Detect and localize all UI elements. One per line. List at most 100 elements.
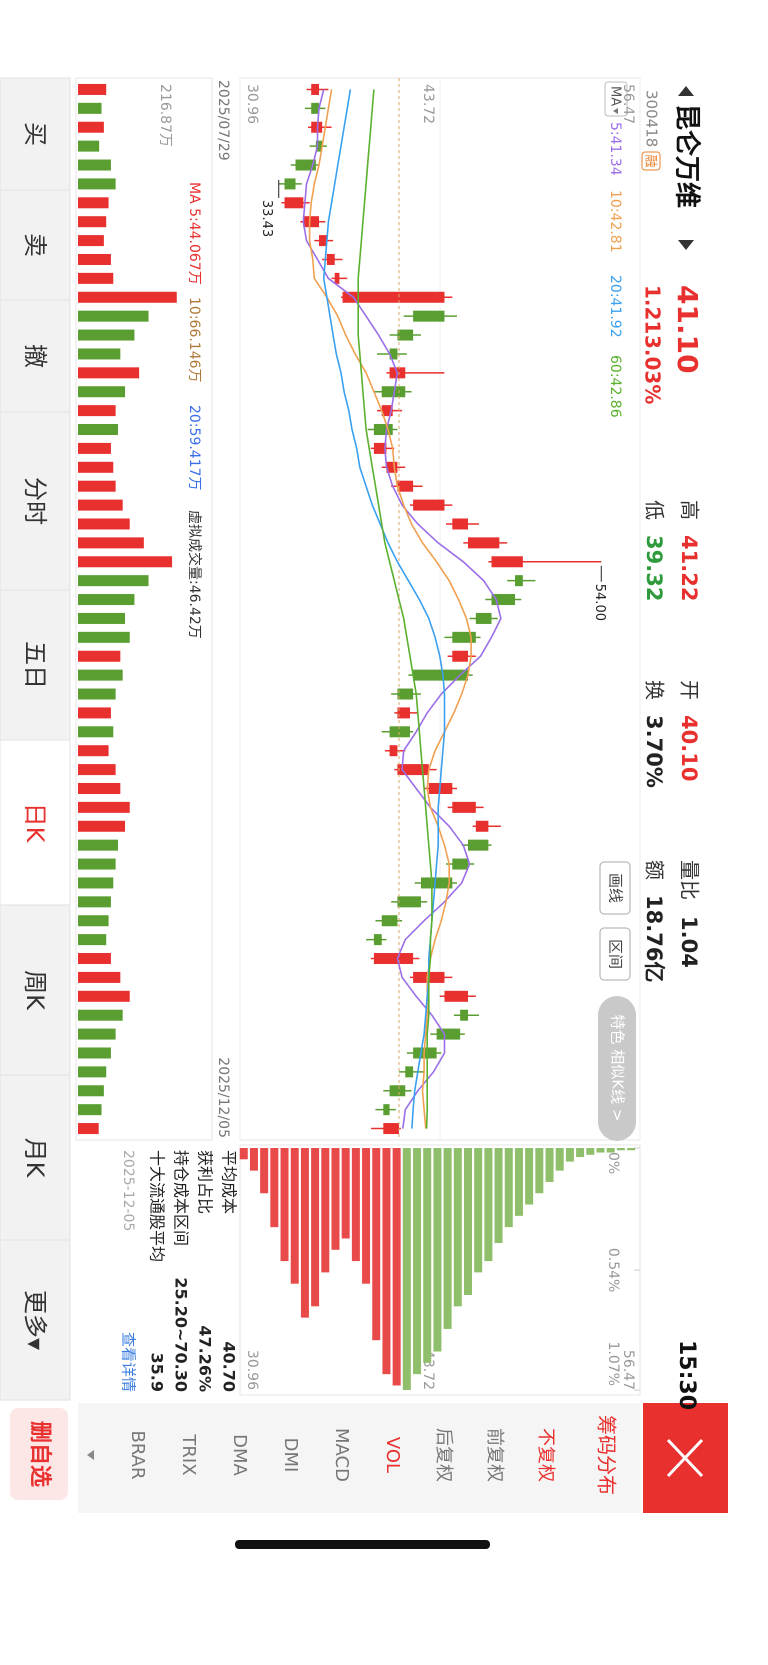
y-tick-label: 43.72 [420,84,436,124]
candle-body [334,272,340,284]
chip-bar [555,1148,564,1171]
volume-bar [78,707,111,719]
candle-body [284,178,296,190]
candle-body [413,499,445,511]
chip-bar [311,1148,320,1307]
volume-bar [78,367,140,379]
close-icon [666,1438,704,1478]
tool-button-label: 区间 [607,939,625,969]
volume-bar [78,1104,102,1116]
menu-item: BRAR [127,1431,148,1480]
y-tick-label: 56.47 [620,84,636,124]
stat-label: 开 [678,680,702,700]
stat-value: 39.32 [642,535,666,601]
candle-body [475,612,492,624]
chip-bar [300,1148,309,1318]
volume-bar [77,934,107,946]
candle-body [460,1009,468,1021]
chip-bar [525,1148,534,1205]
volume-bar [77,197,109,209]
candle-body [515,575,523,587]
candle-body [452,631,476,643]
tab-label: 卖 [21,233,49,257]
volume-bar [78,121,104,133]
price-change-pct: 3.03% [641,335,665,404]
feature-pill[interactable] [598,996,636,1141]
chip-stat-label: 持仓成本区间 [172,1150,191,1246]
menu-panel [78,1403,640,1513]
tool-button[interactable] [599,927,631,981]
chip-bar [413,1148,422,1375]
candle-body [311,102,320,114]
volume-bar [77,1123,99,1135]
volume-bar [78,953,111,965]
volume-bar [78,1085,104,1097]
menu-item: 前复权 [484,1428,505,1482]
tab-label: 五日 [21,641,49,689]
chip-x-tick-label: 0% [605,1152,621,1174]
chip-bar [545,1148,554,1182]
chip-bar [423,1148,432,1363]
chip-detail-link[interactable]: 查看详情 [120,1332,138,1392]
chip-bar [514,1148,523,1216]
candle-body [475,820,489,832]
volume-bar [77,612,126,624]
volume-bar [78,1009,123,1021]
candle-body [420,877,453,889]
candle-body [397,764,429,776]
volume-bar [78,499,123,511]
volume-bar [78,310,149,322]
candle-body [295,159,316,171]
chip-stat-value: 47.26% [196,1325,215,1392]
chip-y-tick-label: 30.96 [244,1350,260,1390]
volume-bar [78,461,114,473]
end-date: 2025/12/05 [215,1057,231,1138]
candle-body [405,1066,414,1078]
volume-bar [78,650,121,662]
next-arrow[interactable] [678,240,694,250]
volume-bar [77,405,116,417]
tool-button[interactable] [599,861,631,915]
chip-bar [260,1148,269,1194]
volume-bar [78,348,121,360]
ma-dropdown-icon [613,108,618,114]
volume-bar [78,877,114,889]
ma-button[interactable] [604,81,628,117]
chip-bar [239,1148,248,1160]
tab-label: 日K [21,803,49,844]
volume-bar [78,159,111,171]
candle-body [444,990,468,1002]
chip-bar [362,1148,371,1284]
volume-bar [78,291,177,303]
volume-bar [77,1028,116,1040]
volume-bar [77,839,118,851]
volume-bar [77,140,100,152]
remove-favorite-button[interactable] [10,1408,68,1500]
candle-body [397,896,421,908]
stat-value: 40.10 [677,715,701,781]
chip-bar [341,1148,350,1239]
volume-ma-label: MA 5:44.067万 [186,182,202,285]
stock-code: 300418 [643,90,661,147]
chip-bar [596,1148,605,1153]
volume-bar [78,235,104,247]
volume-bar [78,253,111,265]
chip-x-tick-label: 0.54% [605,1248,621,1292]
menu-item: TRIX [178,1433,199,1475]
home-indicator [235,1540,490,1549]
candle-body [326,253,335,265]
tab[interactable] [0,1239,71,1401]
prev-arrow[interactable] [678,86,694,96]
volume-ma-label: 10:66.146万 [186,297,202,383]
candle-body [383,1104,390,1116]
candle-body [389,726,410,738]
volume-bar [77,594,135,606]
chip-bar [535,1148,544,1194]
candle-body [381,915,398,927]
volume-bar [77,745,109,757]
volume-bar [78,575,149,587]
chip-bar [443,1148,452,1329]
stat-value: 3.70% [642,715,666,788]
volume-bar [78,726,114,738]
menu-item: DMI [280,1438,301,1473]
